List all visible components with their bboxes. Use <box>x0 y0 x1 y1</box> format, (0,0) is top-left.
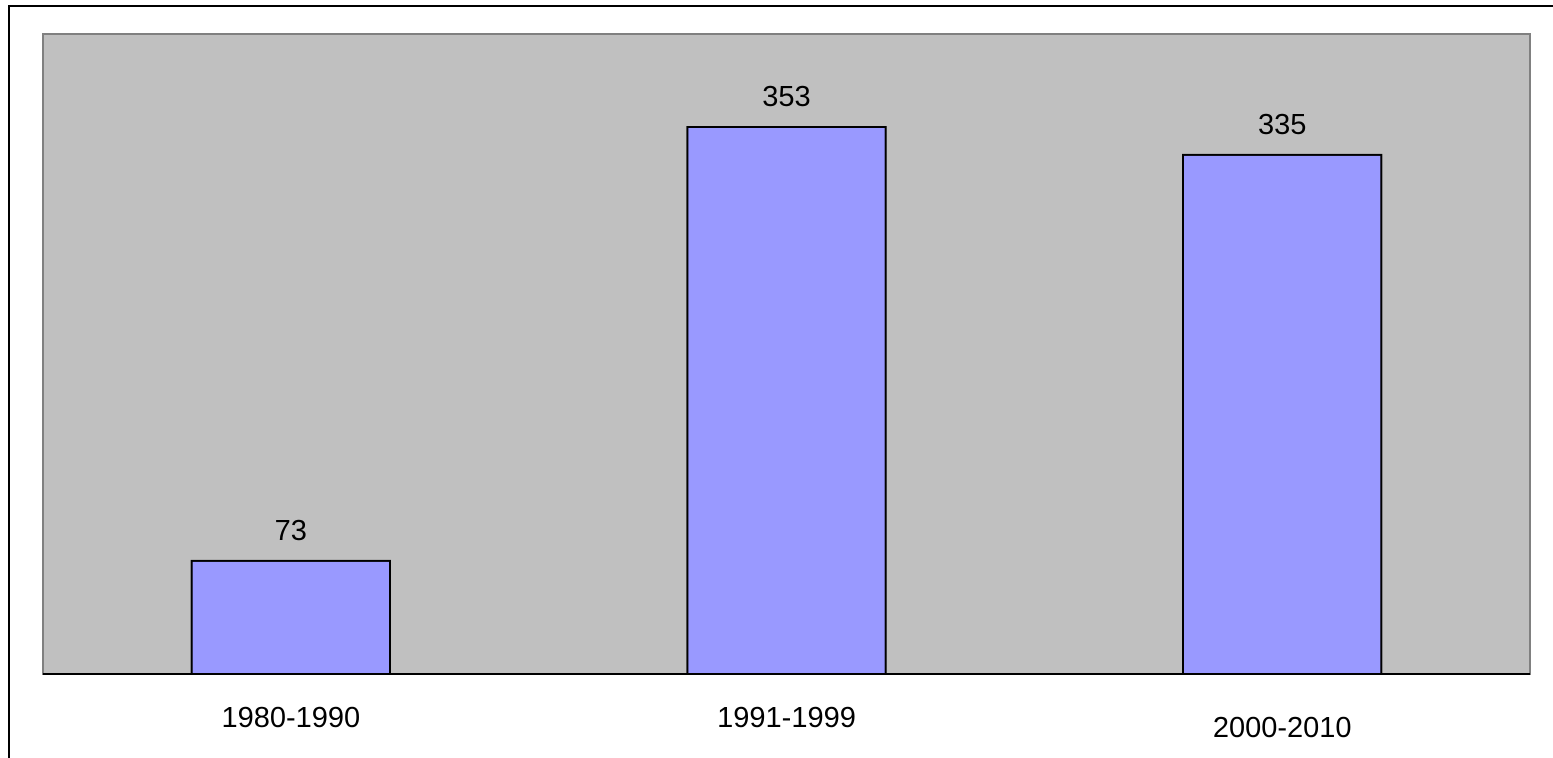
category-label-2000-2010: 2000-2010 <box>1213 712 1352 744</box>
category-label-1980-1990: 1980-1990 <box>221 702 360 734</box>
data-label-1991-1999: 353 <box>762 81 810 113</box>
bar-1991-1999 <box>686 126 887 675</box>
chart-frame <box>8 5 1553 758</box>
category-label-1991-1999: 1991-1999 <box>717 702 856 734</box>
data-labels-group: 73 353 335 <box>275 81 1307 547</box>
bar-2000-2010 <box>1182 153 1383 675</box>
bar-1980-1990 <box>190 559 391 676</box>
bars-group <box>190 126 1383 676</box>
data-label-2000-2010: 335 <box>1258 109 1306 141</box>
category-labels-group: 1980-1990 1991-1999 2000-2010 <box>221 702 1351 744</box>
data-label-1980-1990: 73 <box>275 515 307 547</box>
